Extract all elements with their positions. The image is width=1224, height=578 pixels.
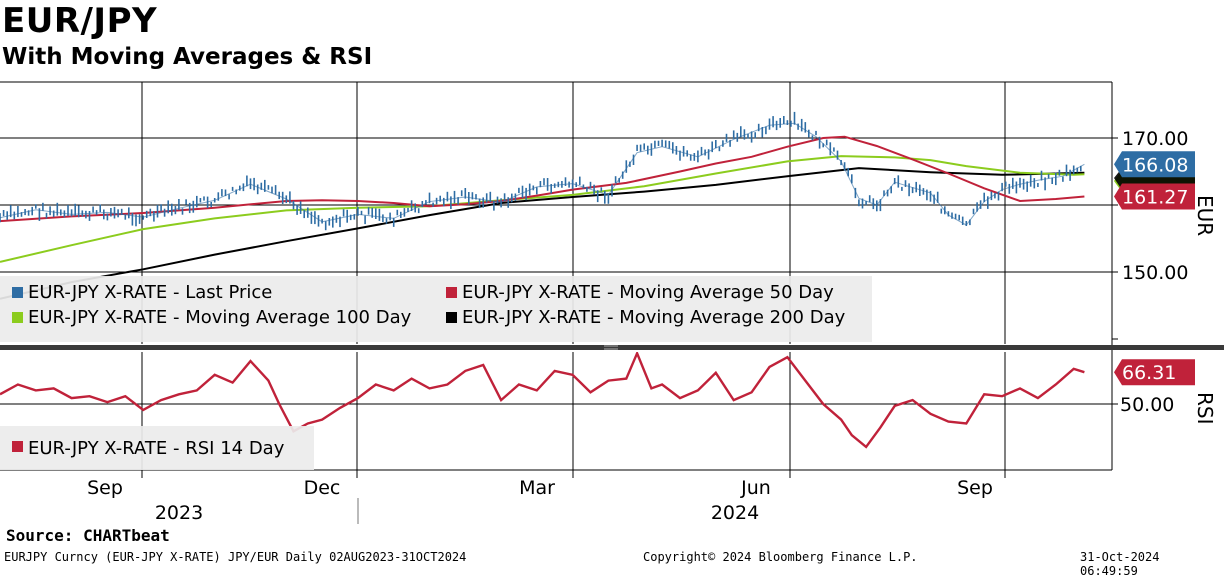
series-ma200-line bbox=[0, 167, 1085, 300]
price-ytick-label: 170.00 bbox=[1122, 128, 1188, 150]
rsi-y-axis-title: RSI bbox=[1193, 392, 1217, 425]
series-price-bars bbox=[0, 111, 1082, 231]
series-ma50-line bbox=[0, 135, 1085, 223]
legend-swatch-ma50 bbox=[446, 287, 457, 298]
price-legend-box bbox=[0, 276, 872, 342]
ticker-info: EURJPY Curncy (EUR-JPY X-RATE) JPY/EUR D… bbox=[4, 550, 467, 564]
legend-label-rsi: EUR-JPY X-RATE - RSI 14 Day bbox=[28, 438, 285, 459]
series-rsi-line bbox=[0, 352, 1085, 449]
x-year-label-2024: 2024 bbox=[711, 502, 759, 524]
rsi-value-label-bg bbox=[1114, 359, 1195, 386]
ma50-value-label: 161.27 bbox=[1122, 186, 1188, 208]
series-ma100-line bbox=[0, 155, 1085, 263]
panel-separator bbox=[0, 345, 1224, 350]
legend-label-ma100: EUR-JPY X-RATE - Moving Average 100 Day bbox=[28, 307, 412, 328]
x-tick-label-jun: Jun bbox=[740, 477, 771, 499]
chart-canvas: 150.00 170.00 50.00 EUR RSI 166.08 161.27 66.31… bbox=[0, 81, 1224, 524]
rsi-value-label: 66.31 bbox=[1122, 362, 1176, 384]
timestamp: 31-Oct-2024 06:49:59 bbox=[1080, 550, 1160, 578]
legend-swatch-rsi bbox=[12, 441, 23, 452]
x-tick-label-sep: Sep bbox=[87, 477, 123, 499]
legend-label-ma50: EUR-JPY X-RATE - Moving Average 50 Day bbox=[462, 282, 834, 303]
rsi-legend-box bbox=[0, 426, 314, 470]
legend-label-ma200: EUR-JPY X-RATE - Moving Average 200 Day bbox=[462, 307, 846, 328]
chart-title: EUR/JPY bbox=[2, 1, 158, 41]
legend-swatch-price bbox=[12, 287, 23, 298]
price-y-axis-title: EUR bbox=[1193, 195, 1217, 236]
chart-subtitle: With Moving Averages & RSI bbox=[2, 44, 373, 70]
rsi-ytick-label: 50.00 bbox=[1120, 394, 1174, 416]
series-price-line bbox=[0, 122, 1085, 226]
price-ytick-label: 150.00 bbox=[1122, 262, 1188, 284]
copyright: Copyright© 2024 Bloomberg Finance L.P. bbox=[643, 550, 918, 564]
x-year-label-2023: 2023 bbox=[155, 502, 203, 524]
legend-label-price: EUR-JPY X-RATE - Last Price bbox=[28, 282, 272, 303]
ma50-value-label-bg bbox=[1114, 183, 1195, 210]
price-value-label: 166.08 bbox=[1122, 154, 1188, 176]
x-tick-label-dec: Dec bbox=[304, 477, 341, 499]
x-tick-label-mar: Mar bbox=[519, 477, 555, 499]
x-tick-label-sep: Sep bbox=[957, 477, 993, 499]
source-label: Source: CHARTbeat bbox=[6, 526, 170, 545]
price-value-label-bg bbox=[1114, 151, 1195, 178]
legend-swatch-ma200 bbox=[446, 312, 457, 323]
legend-swatch-ma100 bbox=[12, 312, 23, 323]
